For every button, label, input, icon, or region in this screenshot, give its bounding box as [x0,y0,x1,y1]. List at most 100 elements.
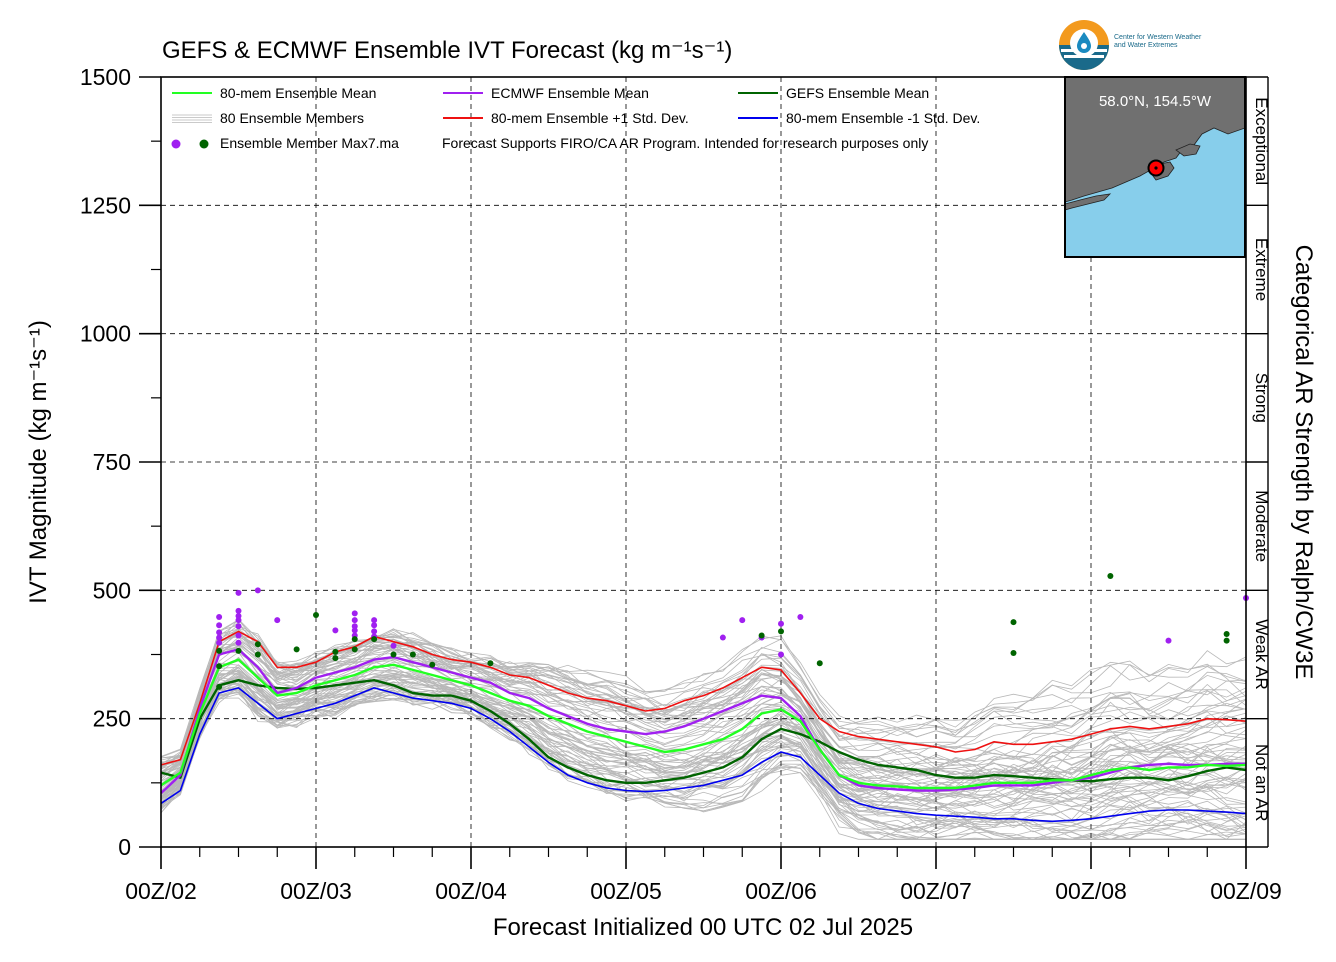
ensemble-member-line [160,667,1247,794]
ensemble-member-line [160,690,1247,811]
legend-note: Forecast Supports FIRO/CA AR Program. In… [442,135,928,151]
x-tick-label: 00Z/07 [900,878,972,904]
alaska-peninsula [1064,193,1112,211]
axes: 0 250 500 750 1000 1250 1500 00Z/02 00Z/03 00Z/04… [80,64,1282,904]
logo-line-2: and Water Extremes [1114,42,1178,49]
ensemble-member-line [160,628,1247,767]
x-tick-label: 00Z/08 [1055,878,1127,904]
legend-label: GEFS Ensemble Mean [786,85,929,101]
ensemble-member-line [160,666,1247,840]
ecmwf-max-point [371,622,378,629]
ensemble-member-line [160,684,1247,825]
ecmwf-max-point [351,617,358,624]
y-tick-label: 250 [93,706,131,732]
gefs-max-point [254,651,261,658]
ecmwf-max-point [778,620,784,627]
gefs-max-point [409,651,416,658]
gefs-max-point [216,683,223,690]
ecmwf-max-point [235,607,242,614]
gefs-max-point [351,646,358,653]
ecmwf-max-point [216,634,223,641]
ecmwf-max-point [351,623,358,630]
category-label: Weak AR [1252,619,1271,690]
y-tick-label: 750 [93,449,131,475]
x-tick-label: 00Z/09 [1210,878,1282,904]
ensemble-member-line [160,636,1247,780]
ecmwf-max-point [235,589,242,596]
ecmwf-max-point [274,617,281,624]
legend-label: 80 Ensemble Members [220,110,364,126]
gefs-max-point [429,661,436,668]
gefs-max-point [351,636,358,643]
y-tick-label: 0 [118,834,131,860]
ensemble-member-line [160,628,1247,758]
ecmwf-max-point [235,623,242,630]
gefs-max-point [371,636,378,643]
inset-location-label: 58.0°N, 154.5°W [1099,93,1212,110]
cw3e-logo-icon [1059,20,1109,70]
ensemble-member-line [160,688,1247,832]
gefs-max-point [1010,649,1017,656]
legend-label: 80-mem Ensemble +1 Std. Dev. [491,110,689,126]
gefs-max-point [390,651,397,658]
inset-frame [1064,76,1246,258]
legend-ecmwf-point [171,139,181,149]
ensemble-member-line [160,676,1247,814]
legend-label: ECMWF Ensemble Mean [491,85,649,101]
legend-label: Ensemble Member Max7.ma [220,135,399,151]
ensemble-member-line [160,666,1247,798]
ensemble-member-line [160,624,1247,765]
alaska-landmass [1064,76,1246,203]
gefs-max-point [1223,630,1230,637]
gefs-max-point [216,663,223,670]
gefs-max-point [313,611,319,618]
location-marker-center [1154,166,1158,170]
ensemble-member-line [160,669,1247,832]
category-label: Extreme [1252,238,1271,301]
gefs-max-point [1107,572,1114,579]
x-tick-label: 00Z/04 [435,878,507,904]
x-axis-label: Forecast Initialized 00 UTC 02 Jul 2025 [493,914,913,941]
ensemble-member-line [160,643,1247,776]
logo-line-1: Center for Western Weather [1114,34,1202,41]
series-mean80-line [160,658,1247,790]
ecmwf-max-point [351,610,358,617]
gefs-max-point [332,655,339,662]
ecmwf-max-point [254,587,261,594]
ensemble-member-line [160,688,1247,833]
gefs-max-point [778,628,784,635]
ecmwf-max-point [371,628,378,635]
x-tick-label: 00Z/02 [125,878,197,904]
gefs-max-point [1010,619,1017,626]
ensemble-member-line [160,649,1247,775]
ecmwf-max-point [778,651,784,658]
ecmwf-max-point [371,617,378,624]
ensemble-member-line [160,656,1247,787]
ecmwf-max-point [216,629,223,636]
ensemble-member-line [160,644,1247,773]
ensemble-member-line [160,675,1247,801]
cw3e-logo: Center for Western Weather and Water Ext… [1058,18,1248,74]
ensemble-member-line [160,631,1247,767]
gefs-max-point [332,648,339,655]
x-tick-label: 00Z/03 [280,878,352,904]
ecmwf-max-point [739,617,746,624]
chart-title: GEFS & ECMWF Ensemble IVT Forecast (kg m… [162,37,732,64]
category-label: Not an AR [1252,744,1271,822]
ecmwf-max-point [216,614,223,621]
gefs-max-point [216,647,223,654]
ensemble-member-line [160,632,1247,781]
gefs-max-point [758,632,765,639]
ensemble-member-line [160,642,1247,797]
y-tick-label: 500 [93,577,131,603]
ensemble-member-line [160,645,1247,782]
ecmwf-max-point [235,632,242,639]
ensemble-members [160,618,1247,840]
legend-label: 80-mem Ensemble -1 Std. Dev. [786,110,980,126]
series-lines [160,630,1247,823]
gefs-max-point [254,641,261,648]
ensemble-member-line [160,640,1247,776]
ensemble-member-line [160,619,1247,757]
logo-text: Center for Western Weather and Water Ext… [1114,34,1244,50]
